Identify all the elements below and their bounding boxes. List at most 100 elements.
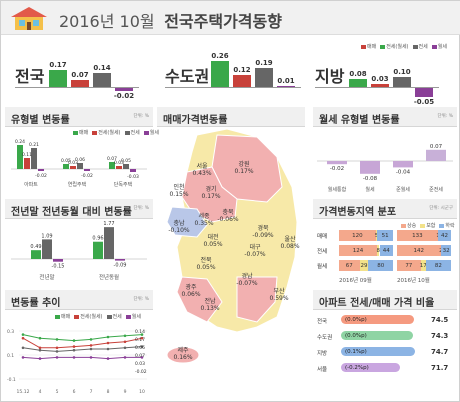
type-value: 0.07 (107, 156, 117, 162)
trend-line (22, 337, 143, 349)
trend-line (22, 334, 143, 342)
type-value: 0.05 (61, 158, 71, 164)
summary-axis (315, 87, 439, 88)
type-bar (130, 169, 136, 172)
yoy-bar (31, 250, 41, 259)
trend-label: 0.06 (135, 345, 145, 351)
summary-bar (93, 73, 111, 87)
top-legend: 매매 전세(월세) 전세 월세 (361, 43, 447, 50)
trend-point (123, 346, 127, 350)
summary-bar (211, 61, 229, 87)
summary-value: 0.26 (211, 52, 229, 60)
house-icon (11, 7, 47, 30)
summary-value: 0.12 (233, 66, 251, 74)
distribution-segment: 120 (339, 230, 376, 241)
rent-bar (426, 149, 446, 161)
trend-point (21, 336, 25, 340)
summary-bar (371, 84, 389, 87)
trend-legend: 매매 전세(월세) 전세 월세 (55, 313, 141, 320)
trend-point (106, 335, 110, 339)
summary-value: 0.14 (93, 64, 111, 72)
trend-point (106, 341, 110, 345)
apt-row-label: 전국 (317, 319, 328, 325)
trend-label: -0.02 (135, 369, 147, 375)
trend-point (38, 336, 42, 340)
type-value: 0.24 (15, 139, 25, 145)
yoy-bar (42, 239, 52, 259)
trend-line (22, 346, 143, 352)
section-distribution: 가격변동지역 분포 단위: 시군구 (313, 199, 457, 219)
type-bar (77, 163, 83, 169)
trend-label: 0.14 (135, 329, 145, 335)
type-bar (17, 145, 23, 169)
type-value: -0.03 (127, 174, 139, 180)
distribution-segment: 17 (420, 260, 427, 271)
period-label: 2016년 10월 (59, 12, 155, 31)
apt-row-label: 수도권 (317, 335, 333, 341)
type-category: 아파트 (24, 181, 38, 188)
section-map: 매매가격변동률 (157, 107, 305, 127)
type-value: 0.05 (121, 158, 131, 164)
trend-chart: 0.3 0.1 -0.115.12 4 5 6 7 8 9 10 0.14 0.17 0.06 0.07 0… (7, 329, 147, 395)
rent-bar (393, 161, 413, 168)
trend-point (55, 356, 59, 359)
map-region-울산: 울산 0.08% (280, 236, 300, 250)
trend-point (72, 348, 76, 352)
summary-axis (165, 87, 301, 88)
apt-value: 74.3 (431, 332, 449, 340)
yoy-chart: 0.491.09 -0.15 전년말 0.96 1.77 -0.09 전년동월 (11, 221, 147, 281)
rent-bar (360, 161, 380, 174)
summary-value: 0.19 (255, 59, 273, 67)
type-category: 연립주택 (68, 181, 87, 188)
map-region-강원: 강원 0.17% (234, 161, 254, 175)
trend-ytick: 0.1 (7, 353, 14, 359)
map-region-부산: 부산 0.59% (269, 288, 289, 302)
type-bar (31, 148, 37, 169)
type-bar (84, 169, 90, 171)
map-region-대전: 대전 0.05% (203, 234, 223, 248)
map-region-경북: 경북 -0.09% (252, 225, 274, 239)
yoy-value: -0.15 (52, 264, 65, 270)
trend-point (140, 333, 144, 336)
distribution-segment: 2 (439, 245, 443, 256)
apt-value: 74.7 (431, 348, 449, 356)
type-bar (70, 166, 76, 169)
yoy-category: 전년동월 (99, 273, 119, 281)
trend-xtick: 15.12 (17, 389, 30, 395)
distribution-legend: 상승 보합 하락 (401, 222, 455, 229)
apt-row-label: 지방 (317, 351, 328, 357)
summary-value: 0.07 (71, 71, 89, 79)
trend-point (123, 356, 127, 359)
apt-row-label: 서울 (317, 367, 328, 373)
distribution-segment: 51 (377, 230, 393, 241)
distribution-segment: 133 (397, 230, 438, 241)
type-value: 0.03 (114, 160, 124, 166)
map-region-경남: 경남 -0.07% (236, 273, 258, 287)
map-region-제주: 제주 0.16% (173, 347, 193, 361)
map-region-전남: 전남 0.13% (200, 298, 220, 312)
summary-bar (277, 86, 295, 87)
type-bar (123, 164, 129, 169)
summary-value: 0.08 (349, 70, 367, 78)
trend-point (38, 357, 42, 360)
trend-label: 0.17 (135, 337, 145, 343)
type-value: 0.03 (68, 160, 78, 166)
section-type-change: 유형별 변동률 단위: % (5, 107, 153, 127)
apt-bar: (0.0%p) (341, 331, 413, 340)
trend-xtick: 9 (124, 389, 127, 395)
rent-value: -0.04 (396, 169, 411, 175)
header-bar: 2016년 10월 전국주택가격동향 (1, 1, 460, 35)
trend-point (89, 344, 93, 347)
yoy-bar (93, 241, 103, 259)
trend-point (21, 356, 25, 359)
apt-bar: (0.1%p) (341, 347, 415, 356)
rent-value: 0.07 (430, 144, 443, 150)
type-bar (24, 158, 30, 169)
trend-point (140, 345, 144, 348)
distribution-segment: 44 (379, 245, 393, 256)
section-trend: 변동률 추이 단위: % (5, 290, 153, 310)
trend-xtick: 7 (90, 389, 93, 395)
summary-bar (49, 70, 67, 87)
type-bar (63, 164, 69, 169)
distribution-segment: 67 (339, 260, 360, 271)
